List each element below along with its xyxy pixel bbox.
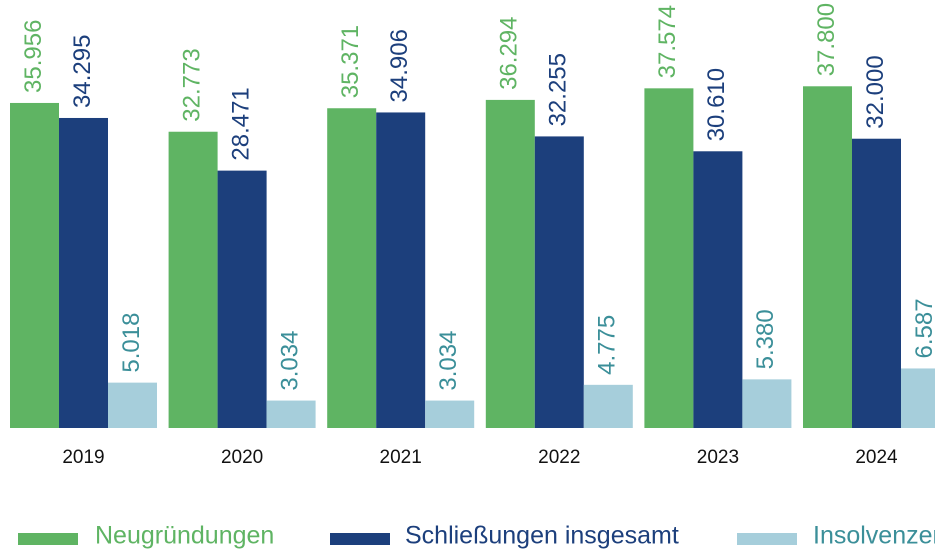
- value-label: 37.800: [813, 3, 840, 76]
- x-tick-label: 2022: [538, 447, 580, 468]
- value-label: 35.956: [20, 20, 47, 93]
- legend-label: Schließungen insgesamt: [405, 522, 679, 550]
- value-label: 4.775: [594, 315, 621, 375]
- value-label: 35.371: [337, 25, 364, 98]
- value-label: 5.018: [118, 313, 145, 373]
- value-label: 34.906: [386, 29, 413, 102]
- bar: [168, 131, 218, 428]
- value-label: 6.587: [911, 298, 935, 358]
- bar: [217, 170, 267, 428]
- bar: [327, 108, 377, 429]
- bar: [693, 151, 743, 429]
- value-label: 37.574: [654, 5, 681, 78]
- legend-label: Neugründungen: [95, 522, 274, 550]
- x-tick-label: 2024: [855, 447, 898, 468]
- x-tick-label: 2023: [697, 447, 739, 468]
- value-label: 30.610: [703, 68, 730, 141]
- value-label: 5.380: [752, 309, 779, 369]
- value-label: 32.773: [178, 48, 205, 121]
- legend-swatch: [737, 533, 797, 545]
- bar: [108, 382, 157, 428]
- legend-swatch: [330, 533, 390, 545]
- value-label: 3.034: [276, 331, 303, 391]
- bar: [583, 384, 633, 428]
- bar: [742, 379, 792, 428]
- bar: [485, 99, 535, 429]
- bar: [852, 138, 901, 428]
- bar: [425, 400, 475, 428]
- legend-label: Insolvenzen: [813, 522, 935, 550]
- bar: [376, 112, 426, 428]
- bar: [10, 102, 59, 428]
- bar: [901, 368, 935, 428]
- x-tick-label: 2020: [221, 447, 263, 468]
- bar: [534, 136, 584, 428]
- bar: [59, 117, 108, 428]
- x-tick-label: 2021: [380, 447, 422, 468]
- value-label: 32.000: [862, 55, 889, 128]
- legend-swatch: [18, 533, 78, 545]
- value-label: 32.255: [545, 53, 572, 126]
- bar: [644, 88, 694, 428]
- value-label: 3.034: [435, 331, 462, 391]
- x-tick-label: 2019: [62, 447, 104, 468]
- value-label: 34.295: [69, 35, 96, 108]
- bar: [803, 86, 852, 429]
- value-label: 36.294: [496, 16, 523, 89]
- value-label: 28.471: [227, 87, 254, 160]
- bar: [266, 400, 316, 428]
